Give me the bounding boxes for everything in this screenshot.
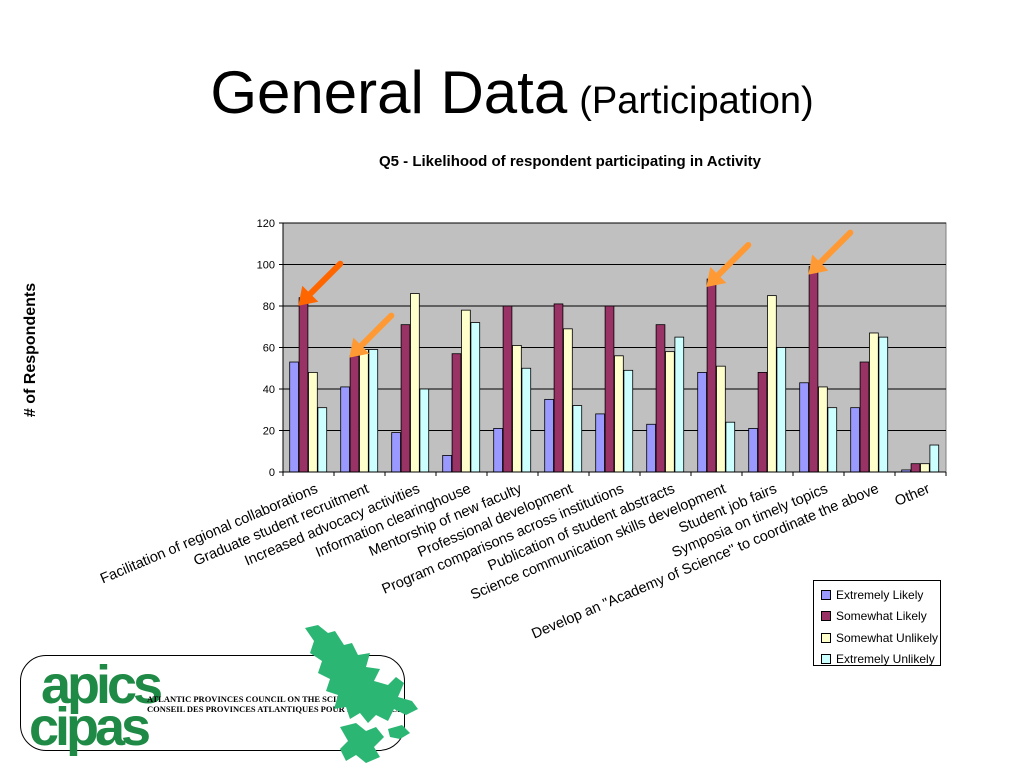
y-tick-label: 100 — [257, 260, 275, 272]
bar — [512, 345, 522, 473]
slide-title-main: General Data — [210, 59, 568, 126]
legend-swatch — [821, 589, 831, 600]
bar — [827, 407, 838, 473]
bar — [289, 361, 299, 473]
highlight-arrow-head — [706, 267, 727, 288]
bar — [308, 371, 318, 473]
y-tick-label: 60 — [263, 343, 275, 355]
highlight-arrow-shaft — [814, 229, 854, 269]
atlantic-provinces-map-icon — [305, 625, 418, 763]
bar — [349, 355, 360, 473]
y-tick-label: 20 — [263, 426, 275, 438]
bar — [359, 349, 369, 473]
bar — [544, 398, 554, 473]
y-tick-label: 80 — [263, 301, 275, 313]
bar — [563, 328, 573, 473]
bar — [869, 332, 879, 473]
bar — [655, 324, 666, 473]
highlight-arrow-head — [808, 254, 829, 275]
legend-label: Extremely Likely — [836, 587, 924, 602]
bar — [572, 405, 583, 473]
bar — [929, 444, 940, 473]
bar — [419, 388, 430, 473]
logo-word-en: apics — [41, 655, 163, 715]
legend-item: Somewhat Likely — [821, 606, 940, 628]
legend-label: Extremely Unlikely — [836, 652, 935, 667]
bar — [910, 463, 921, 473]
bar — [442, 454, 452, 473]
highlight-arrow-shaft — [712, 242, 752, 282]
chart-legend: Extremely Likely Somewhat Likely Somewhat … — [813, 580, 941, 666]
legend-label: Somewhat Likely — [836, 609, 927, 624]
bar — [757, 371, 768, 473]
y-tick-label: 40 — [263, 384, 275, 396]
bar — [400, 324, 411, 473]
bar — [410, 293, 420, 473]
highlight-arrow-head — [298, 285, 319, 306]
bar — [340, 386, 350, 473]
logo-word-fr: cipas — [29, 697, 151, 757]
legend-swatch — [821, 611, 831, 622]
legend-swatch — [821, 632, 831, 643]
bar — [706, 278, 717, 473]
bar — [748, 428, 758, 473]
bar — [920, 463, 930, 473]
bar — [665, 351, 675, 473]
chart-title: Q5 - Likelihood of respondent participat… — [379, 153, 761, 170]
highlight-arrow-shaft — [304, 260, 344, 300]
bar — [776, 347, 787, 473]
x-tick-label: Facilitation of regional collaborations — [98, 481, 320, 587]
bar — [298, 297, 309, 473]
y-tick-label: 120 — [257, 218, 275, 230]
bar — [604, 305, 615, 473]
bar — [674, 336, 685, 473]
bar — [553, 303, 564, 473]
bar — [850, 407, 860, 473]
bar — [808, 266, 819, 473]
bar — [878, 336, 889, 473]
legend-item: Extremely Unlikely — [821, 649, 940, 671]
bar — [461, 309, 471, 473]
bar — [470, 322, 481, 473]
bar — [368, 349, 379, 473]
apics-logo: apics cipas ATLANTIC PROVINCES COUNCIL O… — [20, 655, 408, 757]
slide-title-sub: (Participation) — [579, 80, 814, 122]
bar — [859, 361, 870, 473]
logo-line-fr: CONSEIL DES PROVINCES ATLANTIQUES POUR L… — [147, 704, 408, 714]
legend-item: Somewhat Unlikely — [821, 627, 940, 649]
bar — [493, 428, 503, 473]
highlight-arrow-shaft — [355, 312, 395, 352]
bar — [799, 382, 809, 473]
y-tick-label: 0 — [269, 467, 275, 479]
logo-line-en: ATLANTIC PROVINCES COUNCIL ON THE SCIENC… — [147, 694, 365, 704]
legend-item: Extremely Likely — [821, 584, 940, 606]
bar — [767, 295, 777, 473]
bar — [451, 353, 462, 473]
bar — [595, 413, 605, 473]
highlight-arrow-head — [349, 337, 370, 358]
slide-title: General Data (Participation) — [0, 58, 1024, 127]
bar — [623, 369, 634, 473]
bar — [521, 367, 532, 473]
bar — [697, 371, 707, 473]
bar — [502, 305, 513, 473]
bar — [614, 355, 624, 473]
legend-swatch — [821, 654, 831, 665]
bar — [725, 421, 736, 473]
bar — [317, 407, 328, 473]
bar — [646, 423, 656, 473]
bar — [818, 386, 828, 473]
bar — [716, 365, 726, 473]
bar — [391, 432, 401, 473]
x-tick-label: Other — [893, 481, 933, 510]
legend-label: Somewhat Unlikely — [836, 630, 939, 645]
